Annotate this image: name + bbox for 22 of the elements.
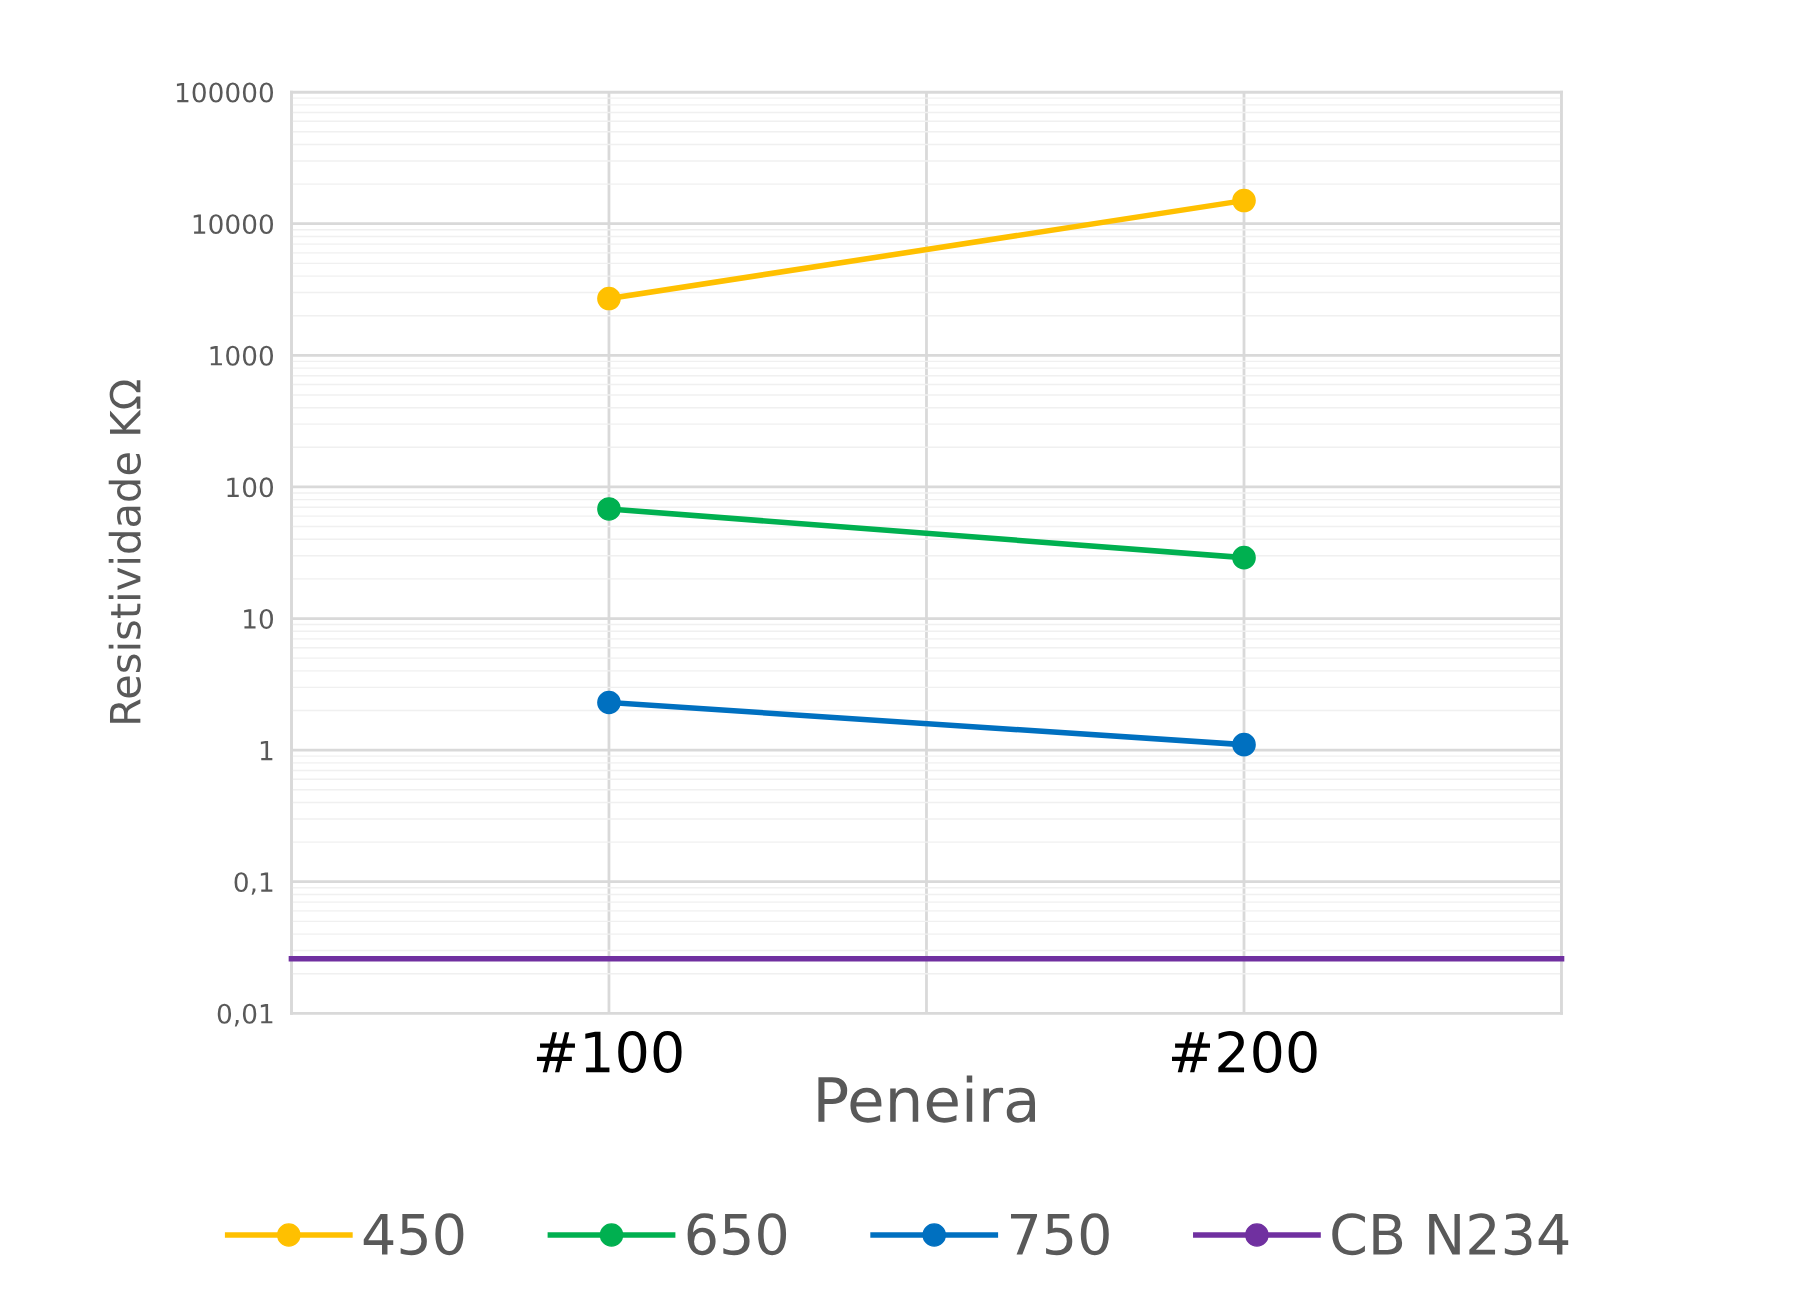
point [1232,732,1256,757]
point [597,286,621,311]
y-tick-label: 100 [227,477,274,498]
y-tick-label: 10 [244,608,274,629]
x-tick-label: #200 [1172,1030,1317,1073]
y-axis-title: Resistividade KΩ [108,380,141,723]
y-tick-label: 1000 [210,345,274,366]
point [597,497,621,521]
legend-label: CB N234 [1332,1213,1569,1256]
x-axis-title: Peneira [818,1075,1035,1123]
legend-label: 650 [687,1213,787,1256]
y-tick-label: 100000 [176,82,274,103]
legend-label: 750 [1010,1213,1109,1256]
y-tick-label: 1 [260,740,273,761]
y-tick-label: 10000 [193,214,274,235]
y-tick-label: 0,01 [217,1003,273,1027]
point [1232,545,1256,570]
legend-label: 450 [363,1213,464,1256]
point [1232,188,1256,213]
point [597,690,621,715]
x-tick-label: #100 [536,1030,682,1073]
y-tick-label: 0,1 [234,872,273,895]
